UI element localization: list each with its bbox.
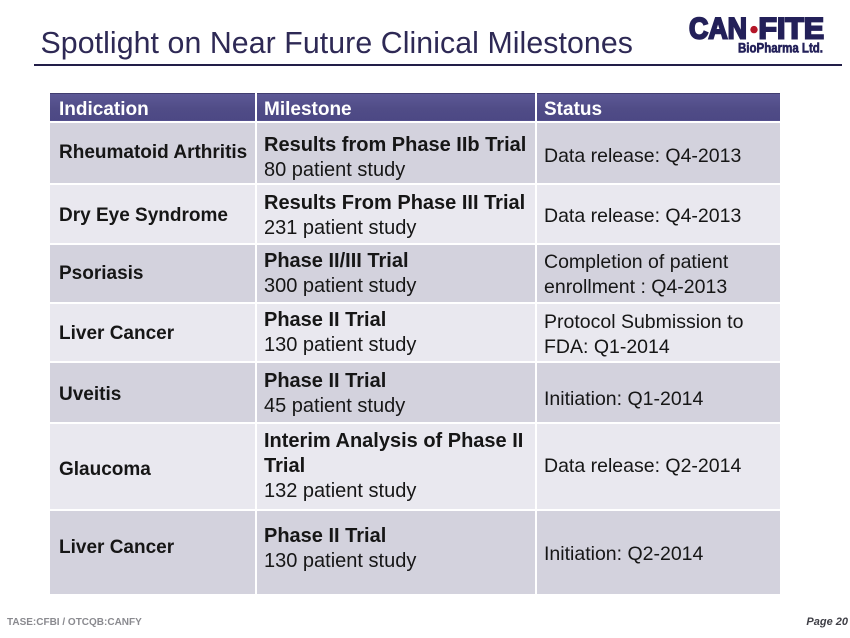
- svg-text:BioPharma Ltd.: BioPharma Ltd.: [738, 41, 823, 56]
- svg-text:FITE: FITE: [759, 14, 825, 46]
- svg-text:CAN: CAN: [689, 14, 747, 46]
